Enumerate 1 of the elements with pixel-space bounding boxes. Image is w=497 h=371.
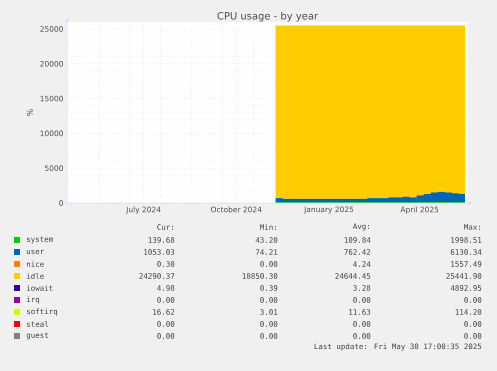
chart-title: CPU usage - by year bbox=[218, 12, 318, 22]
